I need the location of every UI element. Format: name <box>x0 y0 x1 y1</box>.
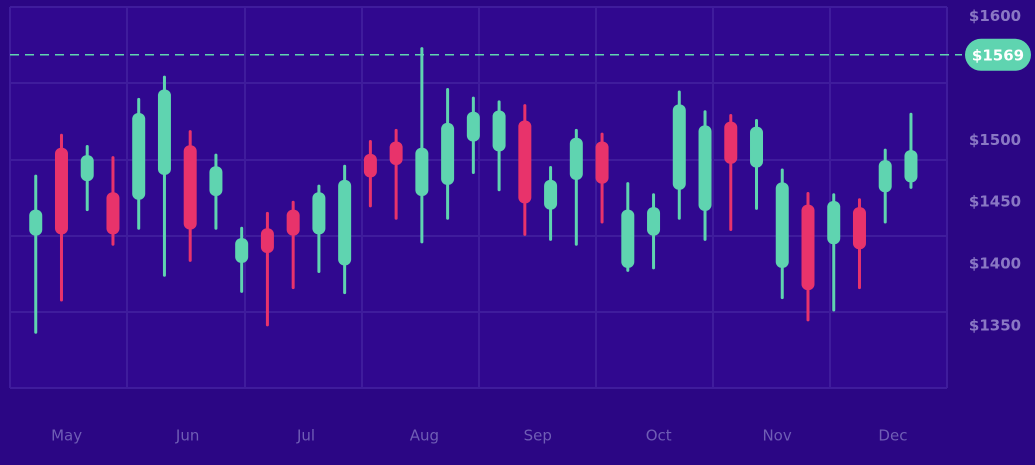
y-tick-label: $1450 <box>969 193 1021 211</box>
candle-body <box>595 141 609 184</box>
candle-body <box>827 200 841 245</box>
price-badge <box>965 38 1031 71</box>
candle-body <box>544 179 558 210</box>
candle-body <box>775 182 789 268</box>
candle-body <box>286 209 300 236</box>
candle-body <box>132 113 146 200</box>
candle-body <box>518 120 532 204</box>
candle-body <box>647 207 661 236</box>
candle-body <box>878 160 892 193</box>
candle-body <box>466 111 480 142</box>
candle-body <box>415 147 429 196</box>
candle-body <box>80 155 94 182</box>
candle-body <box>621 209 635 268</box>
price-badge-label: $1569 <box>972 46 1024 64</box>
candle-body <box>235 238 249 263</box>
candle-body <box>389 141 403 166</box>
y-tick-label: $1350 <box>969 317 1021 335</box>
y-tick-label: $1400 <box>969 255 1021 273</box>
y-tick-label: $1500 <box>969 131 1021 149</box>
candle-body <box>338 179 352 266</box>
y-tick-label: $1600 <box>969 7 1021 25</box>
candle-body <box>750 126 764 168</box>
x-tick-label: Sep <box>524 427 552 445</box>
candle-body <box>54 147 68 235</box>
x-tick-label: Dec <box>878 427 907 445</box>
candle-body <box>569 137 583 180</box>
x-tick-label: May <box>51 427 82 445</box>
candle-body <box>801 204 815 291</box>
candle-body <box>209 166 223 196</box>
x-tick-label: Oct <box>646 427 672 445</box>
candle-body <box>29 209 43 236</box>
candle-body <box>852 207 866 250</box>
candle-body <box>260 228 274 253</box>
candle-body <box>183 145 197 230</box>
candle-body <box>441 122 455 185</box>
candle-body <box>698 125 712 211</box>
x-tick-label: Nov <box>762 427 791 445</box>
candle-body <box>904 150 918 183</box>
candle-body <box>492 110 506 152</box>
x-tick-label: Aug <box>410 427 439 445</box>
candle-body <box>363 153 377 178</box>
candle-body <box>724 121 738 164</box>
candle-body <box>157 89 171 175</box>
candle-body <box>106 192 120 235</box>
x-tick-label: Jul <box>296 427 315 445</box>
candle-body <box>312 192 326 235</box>
x-tick-label: Jun <box>175 427 199 445</box>
candle-body <box>672 104 686 190</box>
